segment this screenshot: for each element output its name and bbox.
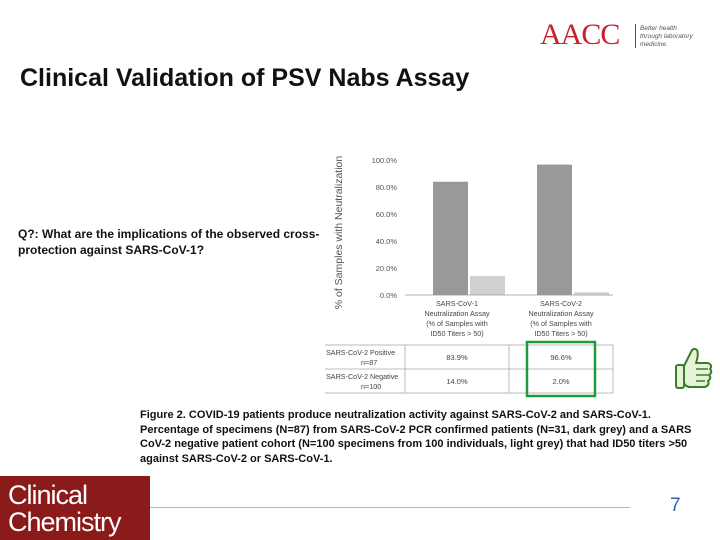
x-category-label-line: ID50 Titers > 50) bbox=[534, 329, 587, 338]
slide-title: Clinical Validation of PSV Nabs Assay bbox=[20, 64, 470, 92]
y-tick-label: 100.0% bbox=[372, 156, 398, 165]
data-table-value: 83.9% bbox=[446, 353, 468, 362]
x-category-label: SARS-CoV-1 Neutralization Assay (% of Samp… bbox=[424, 299, 490, 338]
x-category-label-line: (% of Samples with bbox=[426, 319, 488, 328]
y-tick-label: 40.0% bbox=[376, 237, 398, 246]
aacc-logo-text: AACC bbox=[540, 18, 620, 51]
x-category-label-line: (% of Samples with bbox=[530, 319, 592, 328]
clinical-chemistry-logo: Clinical Chemistry bbox=[0, 476, 150, 540]
y-tick-label: 0.0% bbox=[380, 291, 397, 300]
legend-label: n=100 bbox=[361, 382, 381, 391]
data-table-value: 14.0% bbox=[446, 377, 468, 386]
question-text: Q?: What are the implications of the obs… bbox=[18, 227, 320, 257]
bar bbox=[433, 181, 468, 295]
bar bbox=[574, 292, 609, 295]
neutralization-bar-chart: % of Samples with Neutralization 0.0% 20.0… bbox=[325, 156, 614, 398]
aacc-logo: AACC Better health through laboratory me… bbox=[540, 18, 710, 52]
bar bbox=[537, 164, 572, 295]
legend-label: SARS-CoV-2 Positive bbox=[326, 348, 395, 357]
data-table-value: 96.6% bbox=[550, 353, 572, 362]
x-category-label-line: SARS-CoV-2 bbox=[540, 299, 582, 308]
data-table-value: 2.0% bbox=[552, 377, 569, 386]
clinical-chemistry-logo-line2: Chemistry bbox=[8, 507, 122, 537]
legend-label: SARS-CoV-2 Negative bbox=[326, 372, 398, 381]
x-category-label-line: Neutralization Assay bbox=[424, 309, 490, 318]
footer-divider bbox=[150, 507, 630, 508]
aacc-logo-tagline: Better health through laboratory medicin… bbox=[640, 25, 693, 48]
y-tick-label: 60.0% bbox=[376, 210, 398, 219]
clinical-chemistry-logo-line1: Clinical bbox=[8, 480, 88, 510]
x-category-label-line: SARS-CoV-1 bbox=[436, 299, 478, 308]
x-category-label-line: ID50 Titers > 50) bbox=[430, 329, 483, 338]
y-tick-label: 20.0% bbox=[376, 264, 398, 273]
highlight-box bbox=[525, 340, 597, 398]
x-category-label-line: Neutralization Assay bbox=[528, 309, 594, 318]
aacc-logo-divider bbox=[635, 24, 636, 48]
figure-caption: Figure 2. COVID-19 patients produce neut… bbox=[140, 409, 692, 465]
x-category-label: SARS-CoV-2 Neutralization Assay (% of Samp… bbox=[528, 299, 594, 338]
legend-label: n=87 bbox=[361, 358, 377, 367]
page-number: 7 bbox=[670, 495, 681, 516]
thumbs-up-icon bbox=[675, 347, 713, 389]
y-tick-label: 80.0% bbox=[376, 183, 398, 192]
bar bbox=[470, 276, 505, 295]
y-axis-title: % of Samples with Neutralization bbox=[333, 156, 345, 310]
